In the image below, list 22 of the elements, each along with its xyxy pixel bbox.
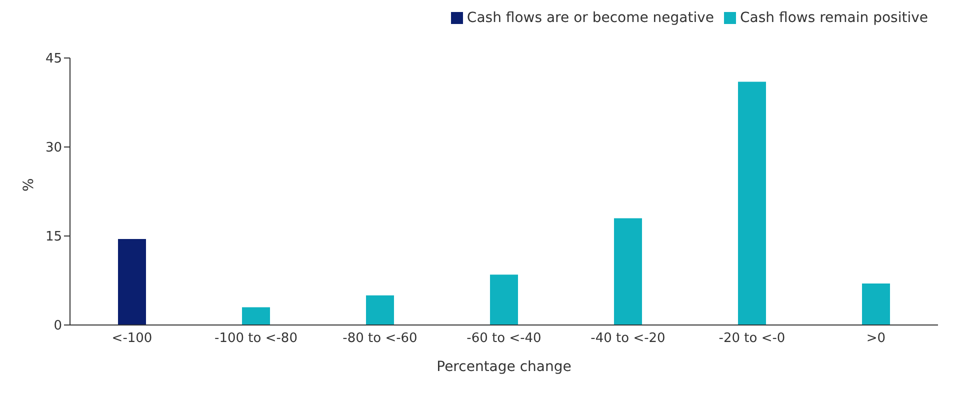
y-axis-title: % — [20, 178, 37, 192]
x-tick-label: -100 to <-80 — [214, 331, 298, 346]
x-tick-label: <-100 — [112, 331, 152, 346]
legend-label: Cash flows remain positive — [740, 10, 928, 26]
bar — [614, 218, 642, 325]
x-tick-label: >0 — [866, 331, 886, 346]
bar — [118, 238, 146, 325]
x-axis-title: Percentage change — [436, 359, 572, 375]
x-tick-label: -60 to <-40 — [466, 331, 542, 346]
bar — [242, 307, 270, 325]
y-tick-label: 15 — [45, 230, 62, 245]
y-tick-label: 0 — [54, 318, 62, 334]
y-tick-label: 30 — [45, 140, 62, 156]
y-tick-label: 45 — [45, 52, 62, 67]
bar — [366, 295, 394, 325]
bar — [490, 274, 518, 325]
x-tick-label: -20 to <-0 — [718, 331, 786, 346]
bar — [738, 82, 766, 325]
x-tick-label: -80 to <-60 — [342, 331, 418, 346]
legend-label: Cash flows are or become negative — [466, 10, 714, 26]
bar — [862, 283, 890, 325]
x-tick-label: -40 to <-20 — [590, 331, 666, 346]
